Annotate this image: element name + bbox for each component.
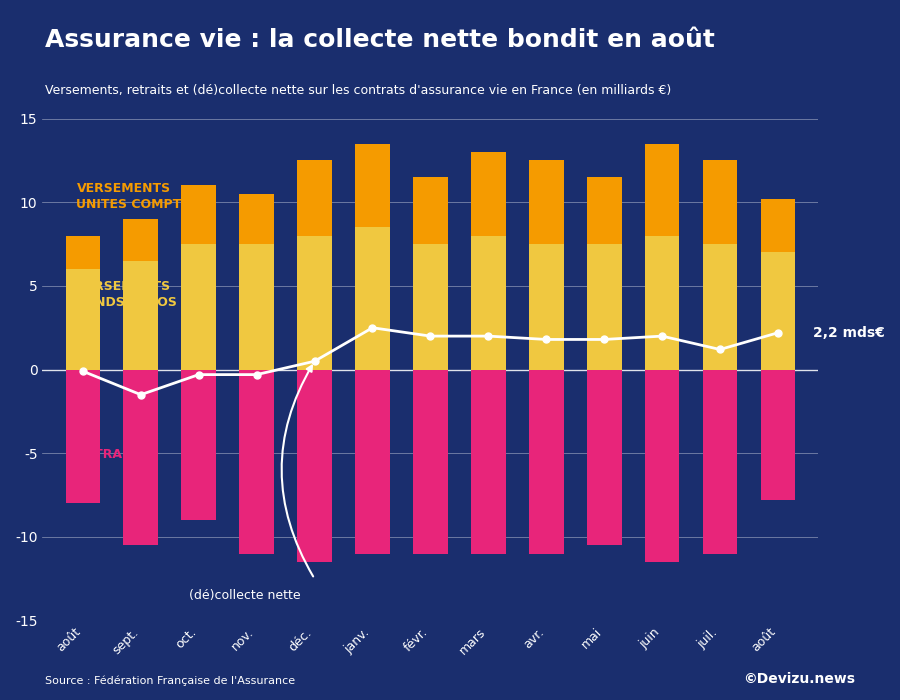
Bar xyxy=(760,253,796,370)
Bar xyxy=(471,370,506,554)
Bar xyxy=(239,244,274,370)
Bar xyxy=(703,244,737,370)
Bar xyxy=(471,236,506,370)
Text: Versements, retraits et (dé)collecte nette sur les contrats d'assurance vie en F: Versements, retraits et (dé)collecte net… xyxy=(45,84,671,97)
Text: (dé)collecte nette: (dé)collecte nette xyxy=(189,589,301,602)
Bar xyxy=(587,370,622,545)
Bar xyxy=(413,370,448,554)
Text: ©Devizu.news: ©Devizu.news xyxy=(743,672,855,686)
Bar xyxy=(239,194,274,244)
Bar xyxy=(239,370,274,554)
Text: RETRAITS: RETRAITS xyxy=(76,449,145,461)
Bar xyxy=(297,160,332,236)
Bar xyxy=(587,177,622,244)
Text: VERSEMENTS
UNITES COMPTE: VERSEMENTS UNITES COMPTE xyxy=(76,181,190,211)
Bar xyxy=(182,186,216,244)
Bar xyxy=(529,160,563,244)
Bar xyxy=(356,228,390,370)
Bar xyxy=(760,370,796,500)
Text: Assurance vie : la collecte nette bondit en août: Assurance vie : la collecte nette bondit… xyxy=(45,28,715,52)
Bar xyxy=(182,244,216,370)
Bar xyxy=(123,370,158,545)
Bar xyxy=(703,160,737,244)
Bar xyxy=(356,370,390,554)
Text: Source : Fédération Française de l'Assurance: Source : Fédération Française de l'Assur… xyxy=(45,676,295,686)
Bar xyxy=(182,370,216,520)
Bar xyxy=(123,261,158,370)
Bar xyxy=(413,177,448,244)
Bar xyxy=(356,144,390,228)
Text: VERSEMENTS
FONDS EUROS: VERSEMENTS FONDS EUROS xyxy=(76,279,177,309)
Bar xyxy=(123,219,158,261)
Bar xyxy=(413,244,448,370)
Bar xyxy=(587,244,622,370)
Bar xyxy=(644,236,680,370)
Bar xyxy=(644,370,680,562)
Bar xyxy=(297,370,332,562)
Bar xyxy=(66,236,100,270)
Bar xyxy=(66,370,100,503)
Bar xyxy=(529,244,563,370)
Bar xyxy=(644,144,680,236)
Text: 2,2 mds€: 2,2 mds€ xyxy=(813,326,885,340)
Bar xyxy=(66,270,100,370)
Bar xyxy=(529,370,563,554)
Bar xyxy=(760,199,796,253)
Bar xyxy=(703,370,737,554)
Bar xyxy=(297,236,332,370)
Bar xyxy=(471,152,506,236)
